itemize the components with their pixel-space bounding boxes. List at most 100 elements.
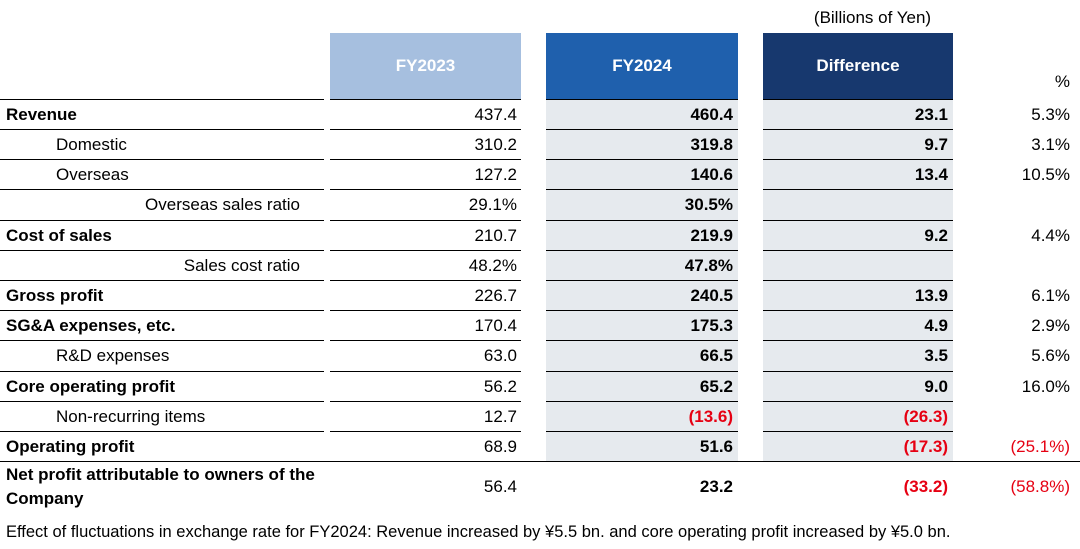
percent-change-value: 6.1% [1031, 285, 1070, 305]
table-row: R&D expenses 63.0 66.5 3.5 5.6% [0, 340, 1080, 371]
rule-gap [324, 401, 330, 403]
fy2023-value: 29.1% [468, 195, 517, 214]
rule-gap [738, 129, 763, 131]
fy2024-value: (13.6) [688, 406, 733, 426]
rule-gap [953, 340, 1080, 342]
fy2024-value: 140.6 [690, 164, 733, 184]
row-label: Net profit attributable to owners of the… [6, 464, 315, 508]
rule-gap [738, 461, 763, 463]
rule-gap [953, 401, 1080, 403]
percent-change-value: (58.8%) [1010, 476, 1070, 496]
rule-gap [324, 189, 330, 191]
fy2023-value: 127.2 [474, 164, 517, 184]
fy2023-value: 56.2 [483, 376, 517, 396]
column-header-difference: Difference [763, 33, 953, 99]
rule-gap [521, 461, 546, 463]
row-label: Revenue [6, 104, 77, 124]
table-row: Non-recurring items 12.7 (13.6) (26.3) [0, 401, 1080, 431]
difference-value: (17.3) [903, 436, 948, 456]
rule-gap [953, 431, 1080, 433]
table-row: Overseas 127.2 140.6 13.4 10.5% [0, 159, 1080, 189]
rule-gap [324, 129, 330, 131]
rule-gap [953, 280, 1080, 282]
rule-gap [953, 220, 1080, 222]
fy2023-value: 48.2% [468, 255, 517, 275]
rule-gap [738, 371, 763, 373]
rule-gap [738, 401, 763, 403]
rule-gap [738, 99, 763, 101]
difference-value: 23.1 [914, 104, 948, 124]
difference-value: (26.3) [903, 406, 948, 426]
difference-value [763, 190, 948, 220]
rule-gap [738, 280, 763, 282]
rule-gap [324, 250, 330, 252]
rule-gap [953, 159, 1080, 161]
difference-value: 9.0 [924, 376, 948, 396]
table-row: Core operating profit 56.2 65.2 9.0 16.0% [0, 371, 1080, 401]
row-label: Overseas [56, 164, 129, 184]
rule-gap [521, 310, 546, 312]
rule-gap [324, 99, 330, 101]
difference-value: 13.4 [914, 164, 948, 184]
row-label: Sales cost ratio [183, 255, 300, 275]
percent-change-value [960, 402, 1070, 431]
fy2024-value: 30.5% [684, 195, 733, 214]
percent-change-value: 16.0% [1021, 376, 1070, 396]
fy2024-value: 319.8 [690, 134, 733, 154]
difference-value: (33.2) [903, 476, 948, 496]
difference-value [763, 251, 948, 280]
table-row: Gross profit 226.7 240.5 13.9 6.1% [0, 280, 1080, 310]
fy2023-value: 437.4 [474, 104, 517, 124]
percent-change-value: (25.1%) [1010, 436, 1070, 456]
difference-value: 4.9 [924, 315, 948, 335]
rule-gap [738, 159, 763, 161]
percent-change-value: 5.6% [1031, 346, 1070, 365]
fy2023-value: 63.0 [483, 346, 517, 365]
fy2024-value: 65.2 [699, 376, 733, 396]
rule-gap [953, 250, 1080, 252]
rule-gap [953, 129, 1080, 131]
unit-label: (Billions of Yen) [813, 8, 932, 27]
rule-gap [324, 159, 330, 161]
difference-value: 3.5 [924, 346, 948, 365]
fy2023-value: 68.9 [483, 436, 517, 456]
fy2024-value: 23.2 [699, 476, 733, 496]
rule-gap [521, 401, 546, 403]
fy2023-value: 226.7 [474, 285, 517, 305]
rule-gap [521, 371, 546, 373]
table-row: Domestic 310.2 319.8 9.7 3.1% [0, 129, 1080, 159]
table-row: Revenue 437.4 460.4 23.1 5.3% [0, 99, 1080, 129]
fy2024-value: 219.9 [690, 225, 733, 245]
fy2024-value: 175.3 [690, 315, 733, 335]
rule-gap [521, 431, 546, 433]
fy2024-value: 47.8% [684, 255, 733, 275]
table-row: Cost of sales 210.7 219.9 9.2 4.4% [0, 220, 1080, 250]
rule-gap [521, 340, 546, 342]
rule-gap [738, 220, 763, 222]
percent-change-value: 2.9% [1031, 315, 1070, 335]
rule-gap [953, 189, 1080, 191]
fy2024-value: 460.4 [690, 104, 733, 124]
financial-table: Revenue 437.4 460.4 23.1 5.3% Domestic 310.2 31… [0, 99, 1080, 511]
rule-gap [953, 310, 1080, 312]
rule-gap [738, 431, 763, 433]
row-label: SG&A expenses, etc. [6, 315, 176, 335]
percent-change-value: 5.3% [1031, 104, 1070, 124]
difference-value: 13.9 [914, 285, 948, 305]
rule-gap [324, 371, 330, 373]
rule-gap [324, 431, 330, 433]
fy2023-value: 310.2 [474, 134, 517, 154]
rule-gap [521, 280, 546, 282]
rule-gap [521, 99, 546, 101]
column-header-percent: % [1054, 72, 1070, 91]
table-row: Operating profit 68.9 51.6 (17.3) (25.1%) [0, 431, 1080, 461]
rule-gap [738, 250, 763, 252]
rule-gap [953, 371, 1080, 373]
rule-gap [738, 310, 763, 312]
row-label: Operating profit [6, 436, 135, 456]
rule-gap [521, 220, 546, 222]
table-bottom-rule [0, 461, 1080, 462]
fy2023-value: 170.4 [474, 315, 517, 335]
table-row: Overseas sales ratio 29.1% 30.5% [0, 189, 1080, 220]
fy2023-value: 210.7 [474, 225, 517, 245]
